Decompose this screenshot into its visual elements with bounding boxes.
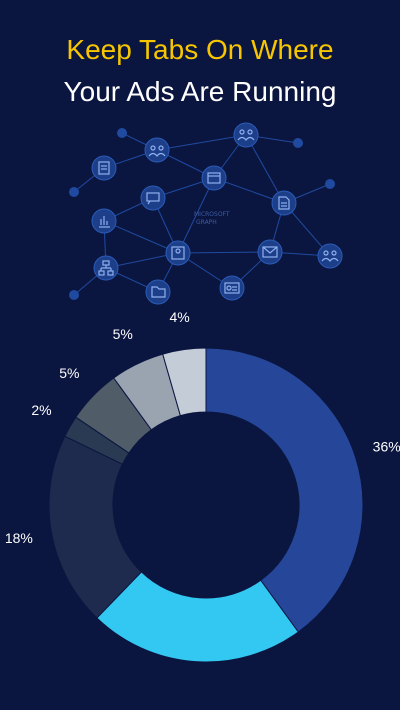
folder-icon [145, 279, 171, 305]
slice-percent-label: 5% [113, 326, 133, 342]
donut-chart: 36% 20% 18% 2% 5% 5% 4% [5, 309, 400, 690]
slice-percent-label: 2% [31, 402, 51, 418]
donut-slice [205, 347, 364, 633]
slice-percent-label: 5% [59, 365, 79, 381]
slice-percent-label: 20% [179, 687, 207, 690]
slice-percent-label: 36% [373, 438, 400, 454]
calendar-icon [201, 165, 227, 191]
graph-caption-line-2: GRAPH [196, 219, 217, 226]
contact-card-icon [219, 275, 245, 301]
donut-labels: 36% 20% 18% 2% 5% 5% 4% [5, 309, 400, 690]
envelope-icon [257, 239, 283, 265]
graph-caption-line-1: MICROSOFT [194, 211, 230, 218]
people-icon [144, 137, 170, 163]
slice-percent-label: 4% [169, 309, 189, 325]
donut-slices [48, 347, 364, 663]
notes-icon [91, 155, 117, 181]
network-graph-illustration: MICROSOFT GRAPH [69, 122, 343, 305]
headline-line-1: Keep Tabs On Where [66, 34, 334, 65]
graph-small-dots [69, 128, 335, 300]
team-icon [317, 243, 343, 269]
team-icon [233, 122, 259, 148]
chat-icon [140, 185, 166, 211]
slice-percent-label: 18% [5, 530, 33, 546]
headline-line-2: Your Ads Are Running [63, 76, 337, 107]
donut-slice [162, 347, 207, 417]
